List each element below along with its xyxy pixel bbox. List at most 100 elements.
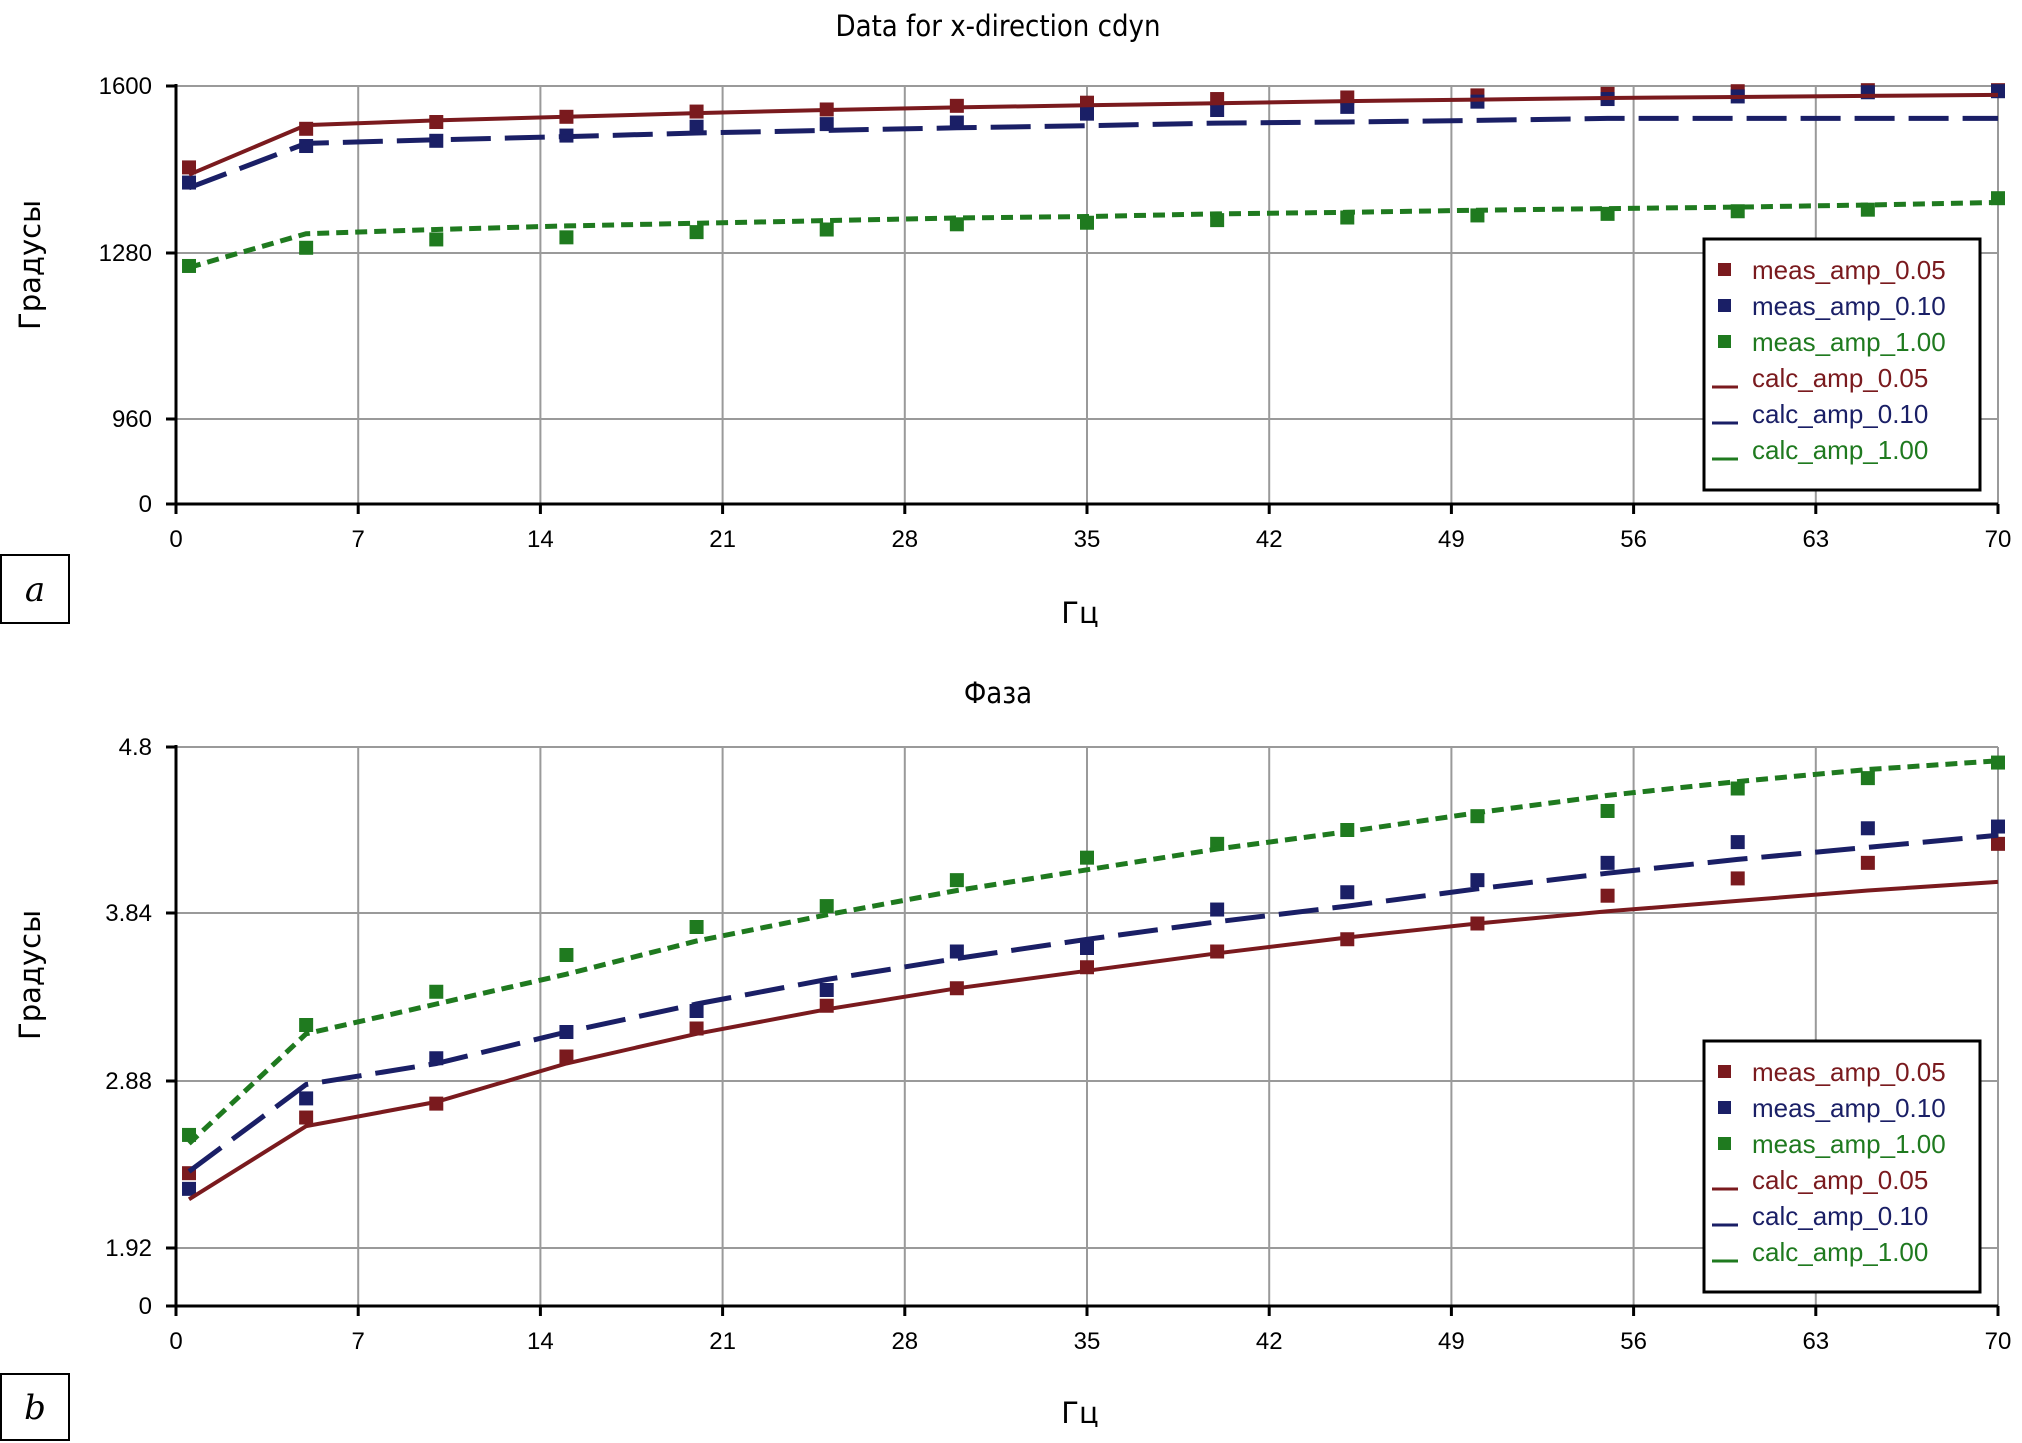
legend-box xyxy=(1702,1039,1982,1294)
y-tick-label: 1280 xyxy=(99,240,152,267)
x-tick-label: 7 xyxy=(352,1328,365,1355)
data-point-meas_amp_0.10 xyxy=(1340,99,1355,114)
data-point-meas_amp_0.10 xyxy=(1600,855,1615,870)
legend-marker xyxy=(1718,1065,1731,1078)
data-point-meas_amp_0.10 xyxy=(689,1004,704,1018)
panel-tag: b xyxy=(24,1388,46,1428)
gridlines xyxy=(176,85,1999,504)
legend-label: meas_amp_0.05 xyxy=(1752,255,1946,285)
data-point-meas_amp_0.05 xyxy=(1600,888,1615,903)
x-tick-label: 0 xyxy=(169,1328,182,1355)
data-point-meas_amp_0.10 xyxy=(689,119,704,134)
y-axis-label: Градусы xyxy=(13,910,47,1040)
legend: meas_amp_0.05 meas_amp_0.10 meas_amp_1.00c… xyxy=(1702,237,1982,492)
x-tick-label: 70 xyxy=(1985,526,2012,553)
y-axis-label: Градусы xyxy=(13,200,47,330)
data-point-meas_amp_1.00 xyxy=(429,984,444,999)
legend-label: calc_amp_1.00 xyxy=(1752,435,1928,465)
legend-label: calc_amp_0.10 xyxy=(1752,1201,1928,1231)
chart-panel-b: Фаза Градусы Гц 0 7 14 21 28 35 42 49 56 63 70 0 1.9… xyxy=(0,676,2011,1441)
y-tick-label: 1600 xyxy=(99,73,152,100)
legend-marker xyxy=(1718,1137,1731,1150)
x-axis-label: Гц xyxy=(1061,1396,1098,1430)
data-point-meas_amp_1.00 xyxy=(1080,850,1094,865)
x-tick-label: 35 xyxy=(1074,1328,1101,1355)
data-point-meas_amp_1.00 xyxy=(819,222,834,237)
data-point-meas_amp_1.00 xyxy=(1730,781,1745,796)
legend-label: calc_amp_0.05 xyxy=(1752,363,1928,393)
data-point-meas_amp_0.10 xyxy=(1080,106,1094,121)
data-point-meas_amp_0.10 xyxy=(1210,103,1225,118)
chart-panel-a: Data for x-direction cdyn Градусы Гц 0 7 1… xyxy=(0,9,2012,630)
x-tick-label: 7 xyxy=(352,526,365,553)
data-point-meas_amp_1.00 xyxy=(819,899,834,914)
panel-tag-box xyxy=(0,1373,70,1441)
axes xyxy=(166,84,2000,514)
legend-marker xyxy=(1718,299,1731,312)
x-tick-label: 70 xyxy=(1985,1328,2012,1355)
data-point-meas_amp_0.10 xyxy=(1470,873,1485,888)
data-point-meas_amp_0.05 xyxy=(1730,871,1745,886)
data-point-meas_amp_0.10 xyxy=(1991,819,2005,834)
data-point-meas_amp_1.00 xyxy=(689,920,704,934)
data-point-meas_amp_0.10 xyxy=(1340,885,1355,900)
data-point-meas_amp_1.00 xyxy=(559,230,574,245)
x-tick-label: 35 xyxy=(1074,526,1101,553)
x-tick-label: 49 xyxy=(1438,1328,1465,1355)
legend-marker xyxy=(1718,263,1731,276)
data-point-meas_amp_0.05 xyxy=(182,160,197,175)
y-tick-label: 960 xyxy=(112,406,152,433)
data-point-meas_amp_0.10 xyxy=(1860,821,1875,836)
data-point-meas_amp_1.00 xyxy=(949,873,964,888)
legend-label: meas_amp_0.10 xyxy=(1752,1093,1946,1123)
data-point-meas_amp_0.10 xyxy=(299,1091,314,1106)
series-line-calc_amp_0.05 xyxy=(188,92,1999,177)
data-point-meas_amp_1.00 xyxy=(299,1018,314,1032)
legend-label: meas_amp_0.10 xyxy=(1752,291,1946,321)
tick-labels: 0 7 14 21 28 35 42 49 56 63 70 0 1.92 2.88 3.84 4.8 xyxy=(105,734,2011,1355)
axes xyxy=(166,745,2000,1316)
data-point-meas_amp_0.10 xyxy=(819,117,834,132)
legend: meas_amp_0.05 meas_amp_0.10 meas_amp_1.00c… xyxy=(1702,1039,1982,1294)
data-point-meas_amp_1.00 xyxy=(1860,771,1875,786)
legend-label: meas_amp_0.05 xyxy=(1752,1057,1946,1087)
x-tick-label: 42 xyxy=(1256,526,1283,553)
x-tick-label: 14 xyxy=(527,1328,554,1355)
data-point-meas_amp_1.00 xyxy=(559,948,574,962)
panel-tag-box xyxy=(0,554,70,624)
x-tick-label: 0 xyxy=(169,526,182,553)
data-point-meas_amp_0.05 xyxy=(1991,836,2005,851)
x-tick-label: 28 xyxy=(891,1328,918,1355)
x-tick-label: 21 xyxy=(709,526,736,553)
x-tick-label: 63 xyxy=(1802,1328,1829,1355)
legend-marker xyxy=(1718,1101,1731,1114)
series-line-calc_amp_1.00 xyxy=(187,758,1999,1146)
data-point-meas_amp_1.00 xyxy=(429,232,444,247)
legend-label: meas_amp_1.00 xyxy=(1752,1129,1946,1159)
legend-label: calc_amp_0.05 xyxy=(1752,1165,1928,1195)
data-point-meas_amp_1.00 xyxy=(1080,215,1094,230)
legend-marker xyxy=(1718,335,1731,348)
data-point-meas_amp_1.00 xyxy=(1210,213,1225,228)
x-tick-label: 42 xyxy=(1256,1328,1283,1355)
x-tick-label: 56 xyxy=(1620,1328,1647,1355)
legend-box xyxy=(1702,237,1982,492)
y-tick-label: 1.92 xyxy=(105,1235,152,1262)
y-tick-label: 4.8 xyxy=(119,734,152,761)
x-axis-label: Гц xyxy=(1061,596,1098,630)
series-layer xyxy=(182,755,2005,1201)
series-line-calc_amp_0.05 xyxy=(187,879,1999,1201)
data-point-meas_amp_0.10 xyxy=(819,983,834,997)
series-line-calc_amp_0.10 xyxy=(188,115,1998,191)
legend-label: calc_amp_0.10 xyxy=(1752,399,1928,429)
data-point-meas_amp_0.10 xyxy=(1210,902,1225,917)
data-point-meas_amp_0.10 xyxy=(1080,941,1094,955)
x-tick-label: 14 xyxy=(527,526,554,553)
legend-label: meas_amp_1.00 xyxy=(1752,327,1946,357)
x-tick-label: 63 xyxy=(1802,526,1829,553)
data-point-meas_amp_1.00 xyxy=(299,240,314,255)
data-point-meas_amp_0.10 xyxy=(949,944,964,959)
tick-labels: 0 7 14 21 28 35 42 49 56 63 70 0 960 1280 1600 xyxy=(99,73,2012,553)
data-point-meas_amp_1.00 xyxy=(689,225,704,240)
